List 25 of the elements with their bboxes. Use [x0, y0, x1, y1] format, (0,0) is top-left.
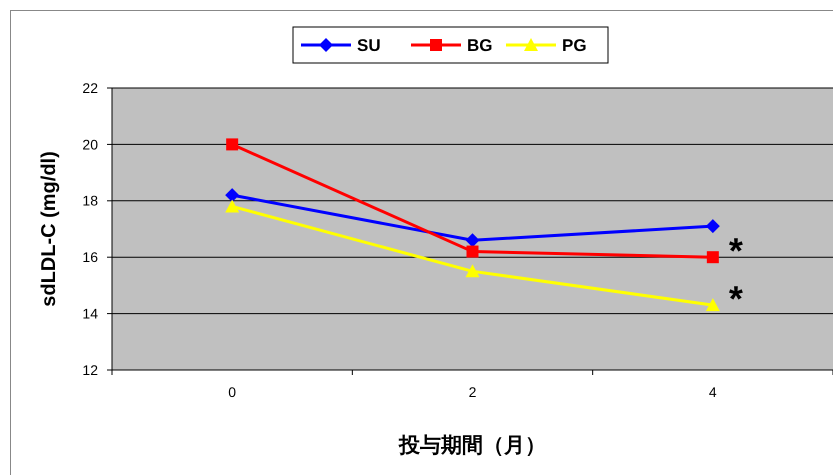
y-tick-label: 14	[82, 306, 98, 322]
x-tick-label: 4	[708, 384, 717, 400]
x-tick-label: 0	[228, 384, 236, 400]
annotation: *	[728, 278, 743, 320]
y-tick-label: 16	[82, 249, 98, 266]
point	[225, 199, 240, 212]
x-tick-label: 2	[468, 384, 477, 400]
y-tick-label: 20	[82, 136, 98, 152]
point	[466, 264, 480, 278]
legend-label: SU	[357, 36, 381, 55]
x-axis-title: 投与期間（月）	[398, 434, 546, 457]
y-tick-label: 22	[82, 80, 98, 96]
point	[225, 188, 240, 202]
legend-label: PG	[562, 36, 587, 55]
point	[466, 233, 480, 248]
point	[466, 246, 478, 258]
legend-label: BG	[467, 36, 492, 55]
y-axis-title: sdLDL-C (mg/dl)	[38, 151, 60, 307]
point	[706, 219, 720, 234]
point	[706, 251, 719, 264]
point	[226, 138, 238, 150]
annotation: *	[728, 230, 743, 272]
point	[706, 298, 720, 312]
y-tick-label: 18	[82, 192, 98, 209]
y-tick-label: 12	[82, 362, 98, 378]
